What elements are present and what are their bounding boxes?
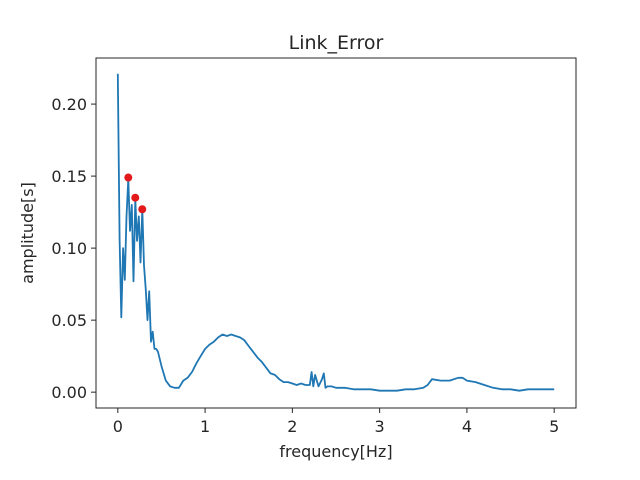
y-axis-label: amplitude[s] bbox=[18, 182, 37, 284]
x-tick-label: 2 bbox=[287, 417, 297, 436]
peak-point bbox=[124, 173, 133, 182]
x-tick-label: 1 bbox=[200, 417, 210, 436]
y-tick-label: 0.15 bbox=[51, 167, 87, 186]
x-tick-label: 4 bbox=[462, 417, 472, 436]
series-layer bbox=[116, 73, 555, 392]
y-tick-label: 0.00 bbox=[51, 383, 87, 402]
x-tick-label: 3 bbox=[375, 417, 385, 436]
x-tick-label: 0 bbox=[113, 417, 123, 436]
y-tick-label: 0.10 bbox=[51, 239, 87, 258]
x-axis: 0 1 2 3 4 5 bbox=[113, 408, 559, 436]
x-axis-label: frequency[Hz] bbox=[279, 442, 392, 461]
y-tick-label: 0.20 bbox=[51, 95, 87, 114]
peak-point bbox=[131, 193, 140, 202]
chart-title: Link_Error bbox=[289, 32, 384, 54]
series-line bbox=[116, 73, 555, 392]
peak-point bbox=[138, 205, 147, 214]
peak-markers bbox=[124, 173, 147, 214]
x-tick-label: 5 bbox=[549, 417, 559, 436]
plot-frame bbox=[95, 57, 577, 409]
y-tick-label: 0.05 bbox=[51, 311, 87, 330]
y-axis: 0.00 0.05 0.10 0.15 0.20 bbox=[51, 95, 96, 402]
